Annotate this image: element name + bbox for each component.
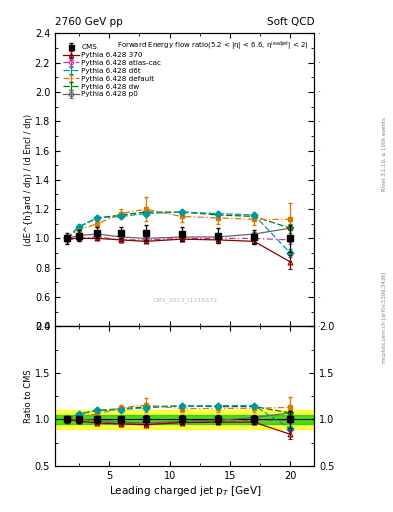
Y-axis label: Ratio to CMS: Ratio to CMS [24, 369, 33, 423]
Y-axis label: (dE^{h}ard / dη) / (d Encl / dη): (dE^{h}ard / dη) / (d Encl / dη) [24, 114, 33, 246]
Bar [55, 410, 314, 429]
Text: Soft QCD: Soft QCD [267, 16, 314, 27]
X-axis label: Leading charged jet p$_T$ [GeV]: Leading charged jet p$_T$ [GeV] [108, 483, 261, 498]
Text: mcplots.cern.ch [arXiv:1306.3436]: mcplots.cern.ch [arXiv:1306.3436] [382, 272, 387, 363]
Text: Forward Energy flow ratio(5.2 < |η| < 6.6, η$^{leadjet}$| < 2): Forward Energy flow ratio(5.2 < |η| < 6.… [117, 39, 309, 52]
Text: 2760 GeV pp: 2760 GeV pp [55, 16, 123, 27]
Text: Rivet 3.1.10, ≥ 100k events: Rivet 3.1.10, ≥ 100k events [382, 117, 387, 190]
Bar [55, 415, 314, 424]
Text: CMS_2013_I1218372: CMS_2013_I1218372 [152, 297, 217, 303]
Legend: CMS, Pythia 6.428 370, Pythia 6.428 atlas-cac, Pythia 6.428 d6t, Pythia 6.428 de: CMS, Pythia 6.428 370, Pythia 6.428 atla… [61, 43, 163, 99]
